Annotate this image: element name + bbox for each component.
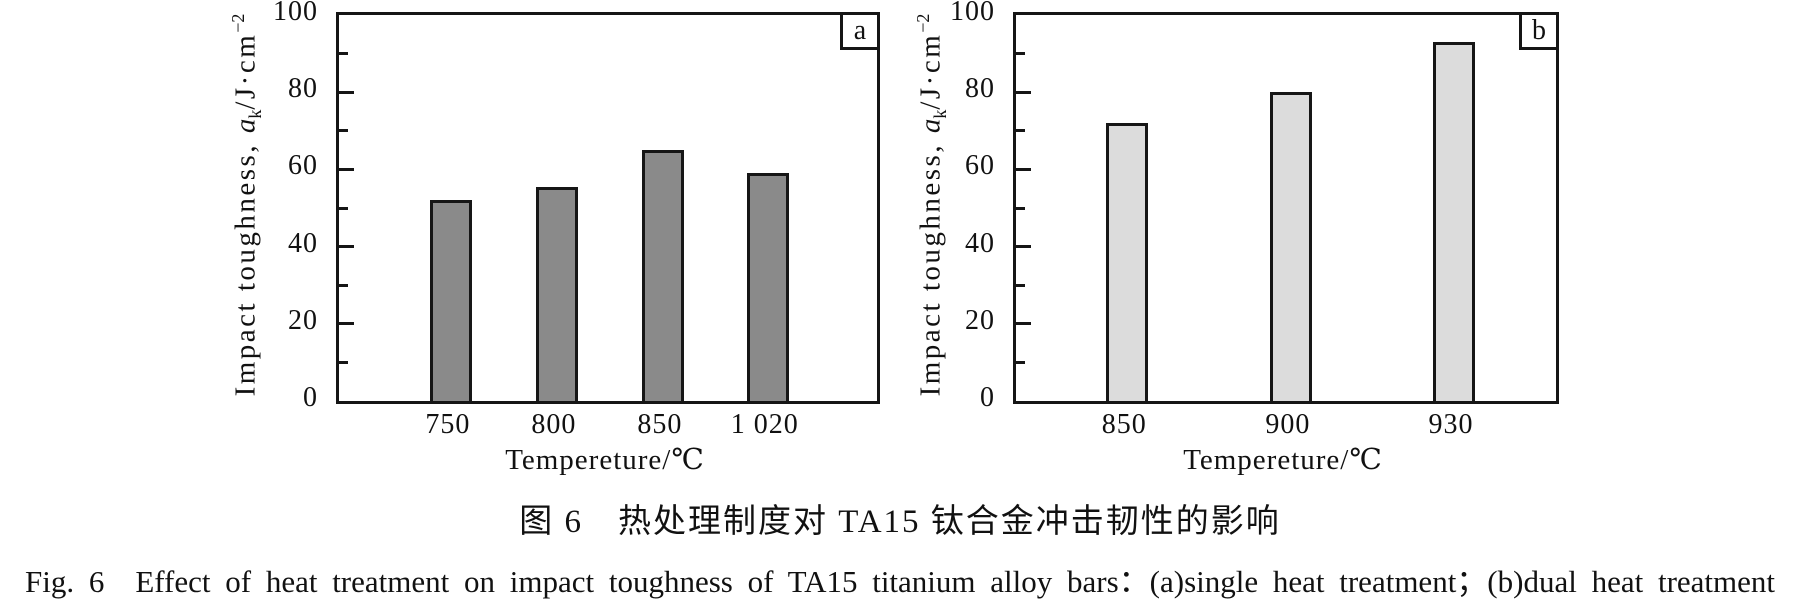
bar-930 — [1432, 42, 1475, 401]
y-minor-tick — [1016, 360, 1025, 364]
y-minor-tick — [339, 360, 348, 364]
x-tick-label: 900 — [1265, 409, 1311, 440]
y-tick-label: 60 — [965, 150, 995, 182]
y-minor-tick — [1016, 206, 1025, 210]
y-tick-label: 100 — [273, 0, 318, 27]
x-tick-label: 750 — [425, 409, 471, 440]
y-minor-tick — [339, 206, 348, 210]
y-axis-subscript: k — [245, 109, 266, 119]
y-tick-label: 0 — [980, 382, 995, 413]
y-minor-tick — [339, 283, 348, 287]
y-minor-tick — [1016, 283, 1025, 287]
x-tick-label: 1 020 — [730, 409, 799, 440]
y-tick-label: 0 — [303, 382, 318, 413]
y-major-tick — [1016, 245, 1031, 249]
y-tick-label: 80 — [288, 73, 318, 105]
y-tick-label: 20 — [288, 304, 318, 336]
y-major-tick — [339, 167, 354, 171]
x-tick-label: 850 — [1101, 409, 1147, 440]
x-axis-label-b: Tempereture/℃ — [1183, 444, 1383, 476]
y-minor-tick — [339, 52, 348, 56]
y-axis-label-b: Impact toughness, ak/J·cm−2 — [913, 14, 951, 397]
bar-850 — [1106, 123, 1149, 401]
bar-900 — [1269, 92, 1312, 401]
y-axis-label-a: Impact toughness, ak/J·cm−2 — [228, 14, 266, 397]
y-axis-subscript: k — [930, 109, 951, 119]
y-major-tick — [339, 90, 354, 94]
y-tick-label: 100 — [950, 0, 995, 27]
y-tick-label: 60 — [288, 150, 318, 182]
y-minor-tick — [339, 129, 348, 133]
panel-label-b: b — [1519, 12, 1559, 50]
y-tick-label: 40 — [288, 227, 318, 259]
y-axis-symbol: a — [914, 118, 947, 134]
y-tick-label: 20 — [965, 304, 995, 336]
caption-chinese: 图 6 热处理制度对 TA15 钛合金冲击韧性的影响 — [519, 504, 1281, 540]
plot-area-a: a — [336, 12, 880, 404]
y-major-tick — [1016, 322, 1031, 326]
x-axis-label-a: Tempereture/℃ — [505, 444, 705, 476]
y-major-tick — [339, 245, 354, 249]
plot-area-b: b — [1013, 12, 1559, 404]
x-tick-label: 930 — [1428, 409, 1474, 440]
y-tick-label: 40 — [965, 227, 995, 259]
x-tick-label: 800 — [531, 409, 577, 440]
y-major-tick — [339, 322, 354, 326]
bar-850 — [641, 150, 684, 401]
bar-1020 — [746, 173, 789, 401]
y-major-tick — [1016, 167, 1031, 171]
y-tick-label: 80 — [965, 73, 995, 105]
y-minor-tick — [1016, 52, 1025, 56]
panel-label-a: a — [840, 12, 880, 50]
x-tick-label: 850 — [637, 409, 683, 440]
y-minor-tick — [1016, 129, 1025, 133]
y-axis-symbol: a — [229, 118, 262, 134]
y-major-tick — [1016, 90, 1031, 94]
bar-800 — [535, 186, 578, 401]
bar-750 — [429, 200, 472, 401]
caption-english: Fig. 6 Effect of heat treatment on impac… — [24, 564, 1776, 599]
